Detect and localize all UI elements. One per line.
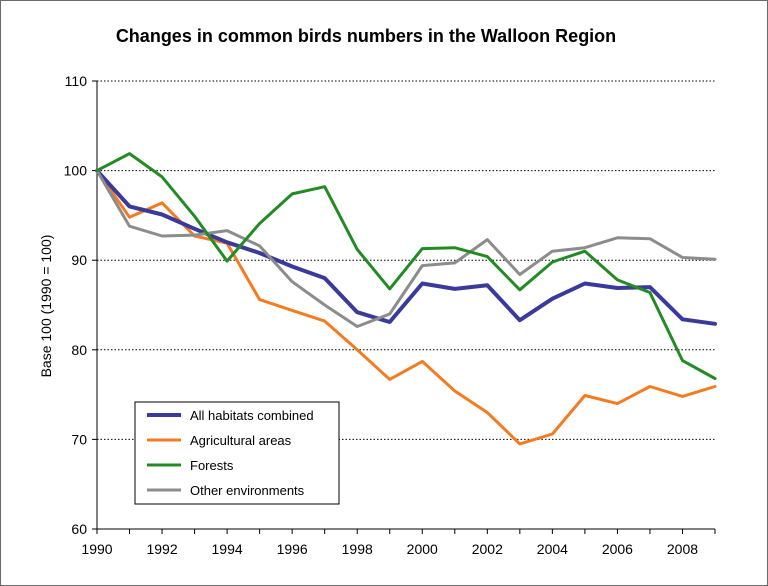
y-tick-label-110: 110	[65, 73, 88, 89]
series-line-all-habitats-combined	[95, 168, 717, 326]
series-line-forests	[95, 152, 717, 380]
x-tick-label-1996: 1996	[277, 541, 308, 557]
y-tick-label-100: 100	[64, 163, 88, 179]
y-tick-labels: 60 70 80 90 100 110	[64, 73, 88, 537]
grid-lines	[97, 80, 715, 440]
legend-label-agricultural-areas: Agricultural areas	[190, 433, 292, 448]
y-tick-label-90: 90	[71, 252, 87, 268]
y-tick-label-70: 70	[71, 431, 87, 447]
series-lines	[95, 152, 717, 446]
series-line-other-environments	[95, 169, 717, 328]
x-tick-label-1994: 1994	[212, 541, 243, 557]
x-tick-label-2006: 2006	[602, 541, 633, 557]
x-tick-label-2002: 2002	[472, 541, 503, 557]
legend-box	[134, 401, 340, 505]
legend: All habitats combined Agricultural areas F…	[134, 401, 340, 505]
legend-label-other-environments: Other environments	[190, 483, 305, 498]
x-tick-labels: 1990 1992 1994 1996 1998 2000 2002 2004 2006 2008	[81, 541, 698, 557]
legend-label-forests: Forests	[190, 458, 234, 473]
y-tick-label-60: 60	[71, 521, 87, 537]
y-axis-label: Base 100 (1990 = 100)	[38, 235, 54, 378]
x-tick-label-2008: 2008	[667, 541, 698, 557]
y-tick-label-80: 80	[71, 342, 87, 358]
x-tick-label-2000: 2000	[407, 541, 438, 557]
x-tick-label-1998: 1998	[342, 541, 373, 557]
x-tick-label-1992: 1992	[146, 541, 177, 557]
chart-title: Changes in common birds numbers in the W…	[116, 26, 616, 46]
axes	[92, 80, 716, 534]
series-line-agricultural-areas	[95, 169, 717, 446]
legend-label-all-habitats-combined: All habitats combined	[190, 408, 314, 423]
x-tick-label-2004: 2004	[537, 541, 568, 557]
x-tick-label-1990: 1990	[81, 541, 112, 557]
